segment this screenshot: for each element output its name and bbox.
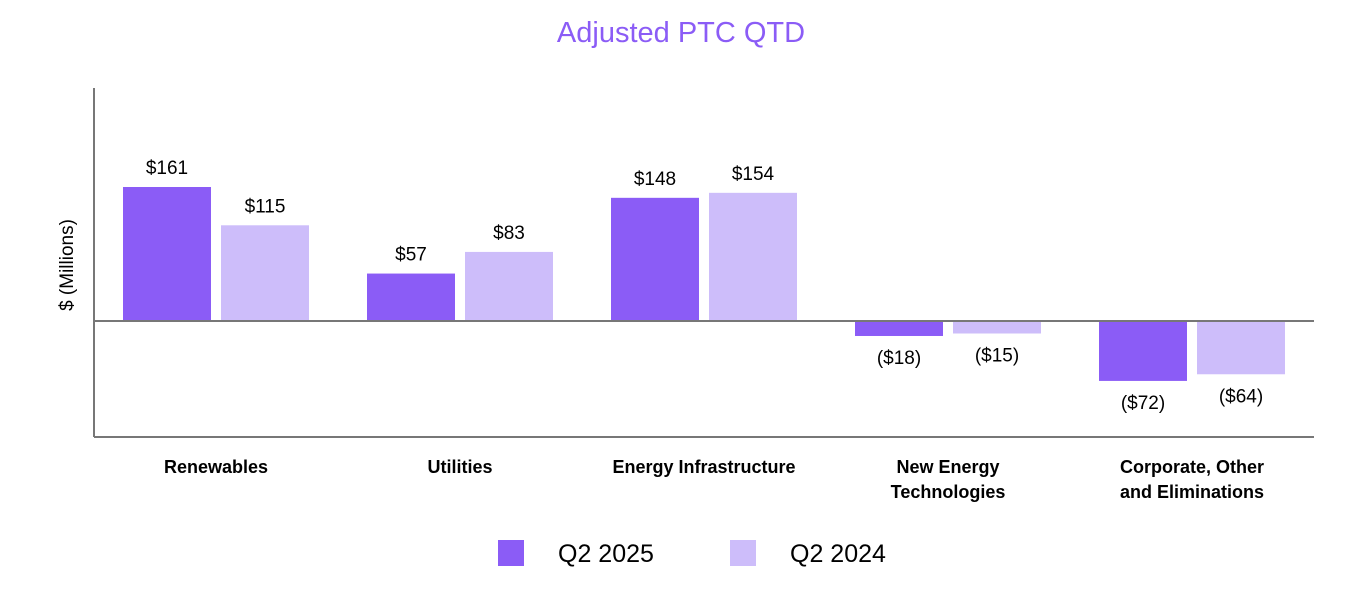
- data-label: $83: [493, 223, 525, 244]
- data-label: $154: [732, 164, 775, 185]
- category-label: Renewables: [164, 457, 268, 477]
- legend-swatch: [730, 540, 756, 566]
- bar-q2-2024-1: [465, 251, 553, 321]
- category-label: Corporate, Other: [1120, 457, 1264, 477]
- category-label: Utilities: [427, 457, 492, 477]
- category-label: New Energy: [896, 457, 999, 477]
- data-label: ($64): [1219, 386, 1263, 407]
- legend-swatch: [498, 540, 524, 566]
- category-label: and Eliminations: [1120, 482, 1264, 502]
- legend: Q2 2025 Q2 2024: [498, 540, 886, 568]
- data-label: $115: [245, 196, 286, 217]
- bar-q2-2025-3: [855, 321, 943, 336]
- category-label: Energy Infrastructure: [612, 457, 795, 477]
- chart-title: Adjusted PTC QTD: [557, 17, 805, 49]
- bar-q2-2025-2: [611, 197, 699, 321]
- bar-q2-2024-2: [709, 192, 797, 321]
- data-label: ($15): [975, 345, 1019, 366]
- bar-q2-2025-0: [123, 187, 211, 321]
- bar-q2-2024-4: [1197, 321, 1285, 375]
- category-label: Technologies: [891, 482, 1006, 502]
- bar-q2-2024-3: [953, 321, 1041, 334]
- legend-label: Q2 2024: [790, 540, 886, 568]
- bar-q2-2025-4: [1099, 321, 1187, 381]
- bar-q2-2024-0: [221, 225, 309, 321]
- plot-area: $161 $57 $148 ($18) ($72) $115 $83 $154 ($15) ($6…: [93, 88, 1314, 502]
- data-label: $57: [395, 245, 427, 266]
- data-label: $148: [634, 169, 676, 190]
- data-label: $161: [146, 158, 188, 179]
- bar-q2-2025-1: [367, 273, 455, 321]
- legend-label: Q2 2025: [558, 540, 654, 568]
- data-label: ($18): [877, 348, 921, 369]
- y-axis-label: $ (Millions): [57, 219, 78, 311]
- data-label: ($72): [1121, 393, 1165, 414]
